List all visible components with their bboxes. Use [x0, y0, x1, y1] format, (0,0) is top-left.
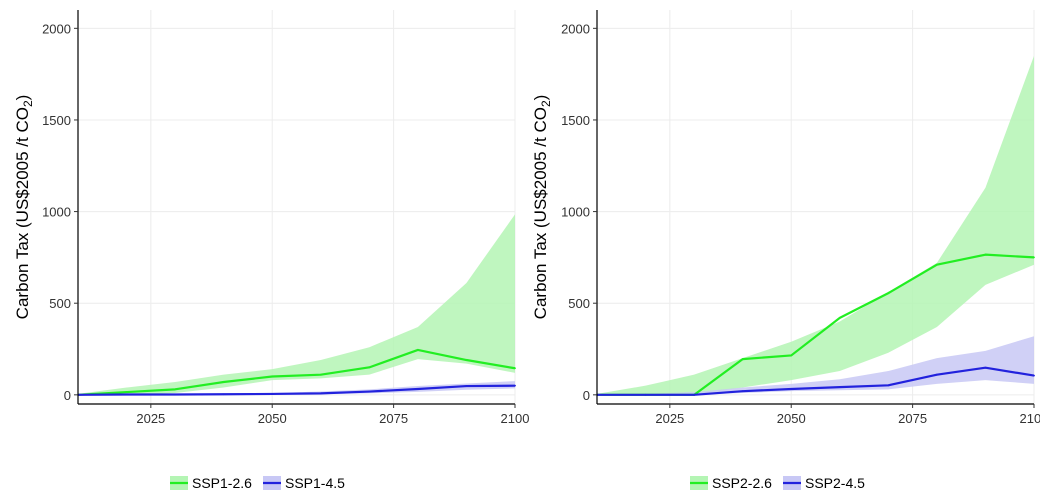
data-point	[887, 384, 890, 387]
data-point	[416, 349, 419, 351]
data-point	[319, 392, 322, 395]
data-point	[125, 393, 128, 396]
x-tick-label: 2025	[136, 411, 165, 426]
data-point	[368, 390, 371, 393]
legend-label-SSP1-4.5: SSP1-4.5	[285, 475, 345, 491]
y-tick-label: 0	[64, 388, 71, 403]
band-SSP1-4.5	[78, 381, 515, 395]
data-point	[838, 316, 841, 319]
y-tick-label: 1500	[42, 113, 71, 128]
series-line-SSP2-4.5	[597, 366, 1035, 396]
x-tick-label: 2050	[258, 411, 287, 426]
data-point	[514, 367, 516, 370]
data-point	[174, 393, 177, 396]
data-point	[222, 381, 225, 383]
data-point	[514, 384, 516, 387]
data-point	[741, 390, 744, 393]
y-tick-label: 1500	[561, 113, 590, 128]
data-point	[644, 393, 647, 396]
data-point	[125, 391, 128, 393]
data-point	[174, 388, 177, 391]
y-tick-label: 1000	[42, 205, 71, 220]
data-point	[416, 388, 419, 390]
data-point	[935, 373, 938, 376]
panel-2: 0 500 1000 1500 2000 2025 2050 2075 2100 Carbon T…	[531, 10, 1040, 491]
data-point	[984, 366, 987, 369]
data-point	[984, 253, 987, 256]
y-tick-label: 500	[49, 296, 71, 311]
data-point	[1033, 374, 1035, 377]
series-line-SSP1-4.5	[77, 384, 516, 396]
band-SSP2-2.6	[597, 55, 1034, 395]
data-point	[465, 359, 468, 361]
y-tick-label: 500	[568, 296, 590, 311]
x-tick-label: 2100	[501, 411, 530, 426]
legend: SSP1-2.6 SSP1-4.5	[170, 475, 345, 491]
band-SSP2-4.5	[597, 336, 1034, 395]
x-tick-label: 2025	[655, 411, 684, 426]
x-tick-label: 2075	[379, 411, 408, 426]
y-tick-label: 2000	[42, 21, 71, 36]
data-point	[790, 354, 793, 357]
y-tick-label: 0	[583, 388, 590, 403]
legend-label-SSP1-2.6: SSP1-2.6	[192, 475, 252, 491]
data-point	[838, 386, 841, 389]
legend: SSP2-2.6 SSP2-4.5	[690, 475, 865, 491]
y-axis-title: Carbon Tax (US$2005 /t CO2)	[531, 95, 553, 320]
series-line-SSP1-2.6	[77, 348, 516, 396]
data-point	[1033, 256, 1035, 259]
data-point	[887, 292, 890, 295]
y-tick-label: 1000	[561, 205, 590, 220]
data-point	[271, 393, 274, 395]
x-tick-label: 2075	[898, 411, 927, 426]
data-point	[935, 263, 938, 266]
data-point	[465, 385, 468, 387]
data-point	[319, 373, 322, 376]
y-axis-title: Carbon Tax (US$2005 /t CO2)	[13, 95, 35, 320]
legend-label-SSP2-4.5: SSP2-4.5	[805, 475, 865, 491]
data-point	[741, 358, 744, 361]
data-point	[790, 388, 793, 390]
data-point	[368, 366, 371, 369]
band-SSP1-2.6	[78, 214, 515, 395]
x-tick-label: 2050	[777, 411, 806, 426]
x-tick-label: 2100	[1020, 411, 1040, 426]
data-point	[271, 375, 274, 378]
legend-label-SSP2-2.6: SSP2-2.6	[712, 475, 772, 491]
data-point	[693, 393, 696, 396]
y-tick-label: 2000	[561, 21, 590, 36]
panel-1: 0 500 1000 1500 2000 2025 2050 2075 2100 Carbon T…	[13, 10, 529, 491]
data-point	[222, 393, 225, 396]
